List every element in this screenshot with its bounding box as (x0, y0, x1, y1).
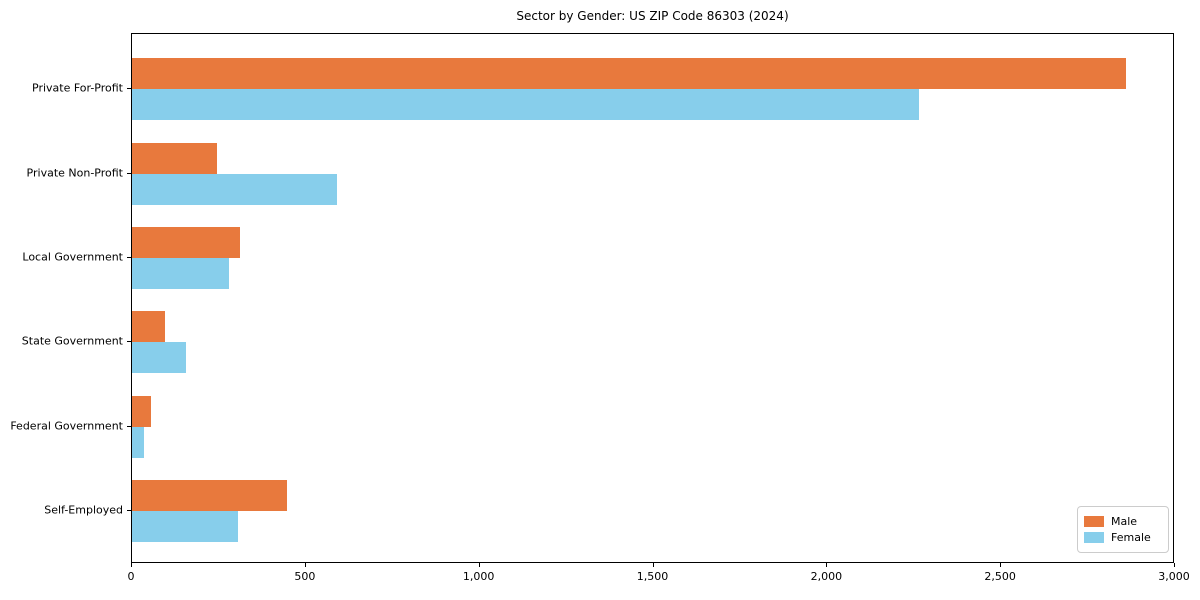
y-tick-label: Private For-Profit (32, 81, 123, 95)
bar-male-federal-government (132, 395, 152, 427)
x-tick-label: 500 (294, 570, 316, 583)
bar-male-private-non-profit (132, 142, 218, 174)
x-tick-label: 0 (127, 570, 135, 583)
legend-swatch-female (1084, 532, 1104, 543)
legend-label: Female (1111, 531, 1151, 544)
x-tick-label: 2,500 (984, 570, 1016, 583)
x-axis-tick (826, 563, 828, 567)
y-tick-label: Federal Government (10, 419, 123, 433)
y-axis-tick (127, 425, 131, 427)
chart-title: Sector by Gender: US ZIP Code 86303 (202… (516, 9, 789, 23)
legend-label: Male (1111, 515, 1138, 528)
y-tick-label: Self-Employed (44, 503, 123, 517)
y-axis-tick (127, 256, 131, 258)
x-axis-tick (478, 563, 480, 567)
bar-female-local-government (132, 257, 230, 289)
y-axis-tick (127, 172, 131, 174)
x-tick-label: 1,000 (462, 570, 495, 583)
legend-swatch-male (1084, 516, 1104, 527)
x-axis-tick (304, 563, 306, 567)
x-tick-label: 2,000 (810, 570, 843, 583)
bar-female-private-non-profit (132, 173, 338, 205)
plot-area (131, 33, 1174, 563)
y-tick-label: State Government (21, 334, 123, 348)
legend: Male Female (1077, 506, 1169, 553)
x-tick-label: 1,500 (636, 570, 669, 583)
legend-entry-male: Male (1084, 515, 1160, 528)
bar-male-local-government (132, 226, 240, 258)
x-axis-tick (1000, 563, 1002, 567)
bar-female-self-employed (132, 511, 239, 543)
x-axis-tick (652, 563, 654, 567)
y-axis-tick (127, 88, 131, 90)
y-tick-label: Private Non-Profit (26, 166, 123, 180)
bar-male-private-for-profit (132, 58, 1127, 90)
y-axis-tick (127, 341, 131, 343)
bar-female-federal-government (132, 426, 145, 458)
bar-male-state-government (132, 311, 166, 343)
y-axis-tick (127, 510, 131, 512)
bar-female-state-government (132, 342, 186, 374)
x-tick-label: 3,000 (1158, 570, 1190, 583)
legend-entry-female: Female (1084, 531, 1160, 544)
x-axis-tick (131, 563, 132, 567)
y-tick-label: Local Government (22, 250, 123, 264)
bar-male-self-employed (132, 480, 287, 512)
bar-female-private-for-profit (132, 89, 920, 121)
x-axis-tick (1174, 563, 1175, 567)
